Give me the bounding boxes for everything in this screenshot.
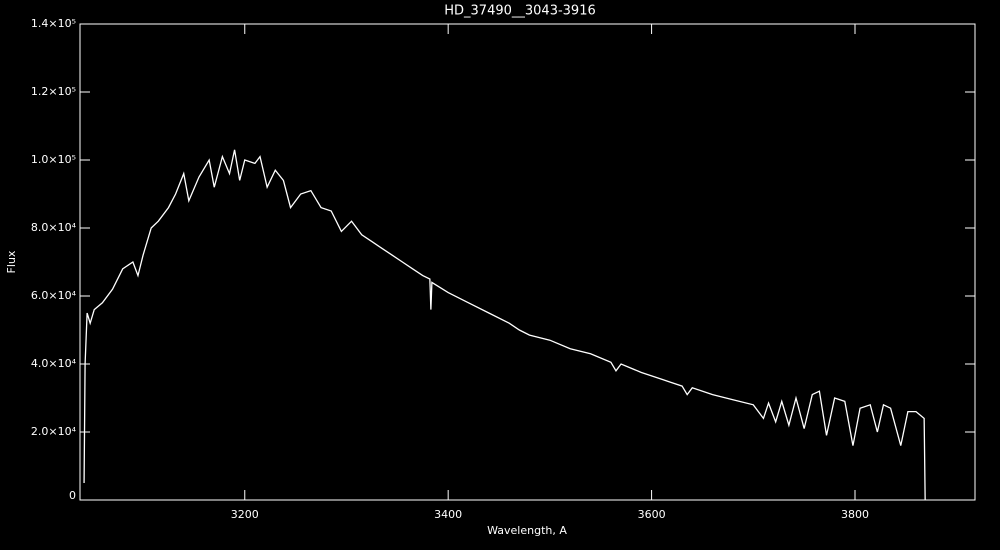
x-tick-label: 3400 [434, 508, 462, 521]
x-axis-label: Wavelength, A [487, 524, 567, 537]
y-tick-label: 1.0×10⁵ [31, 153, 76, 166]
y-tick-label: 4.0×10⁴ [31, 357, 77, 370]
y-axis-label: Flux [5, 250, 18, 273]
y-tick-label: 6.0×10⁴ [31, 289, 77, 302]
x-tick-label: 3200 [231, 508, 259, 521]
spectrum-line [83, 149, 926, 501]
y-tick-label: 2.0×10⁴ [31, 425, 77, 438]
y-tick-label: 1.4×10⁵ [31, 17, 76, 30]
x-tick-label: 3600 [638, 508, 666, 521]
y-tick-label: 0 [69, 489, 76, 502]
plot-frame [79, 23, 976, 501]
x-tick-label: 3800 [841, 508, 869, 521]
chart-title: HD_37490__3043-3916 [444, 4, 596, 19]
y-tick-label: 1.2×10⁵ [31, 85, 76, 98]
y-tick-label: 8.0×10⁴ [31, 221, 77, 234]
